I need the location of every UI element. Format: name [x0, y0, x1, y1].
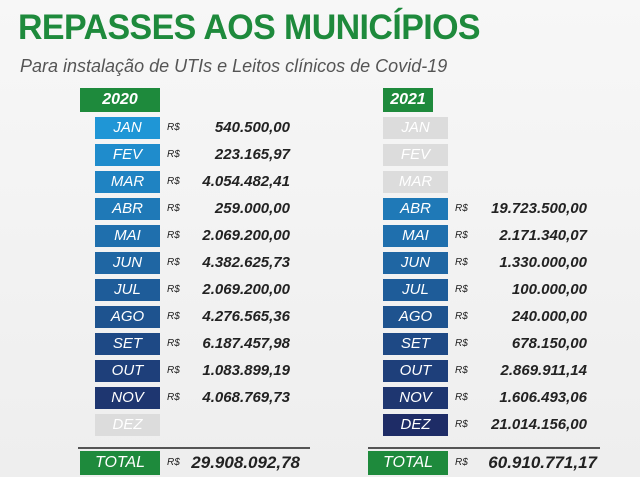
currency: R$	[455, 230, 468, 241]
currency: R$	[455, 311, 468, 322]
currency: R$	[167, 338, 180, 349]
subtitle: Para instalação de UTIs e Leitos clínico…	[20, 56, 448, 76]
month-label: FEV	[383, 144, 448, 166]
currency: R$	[167, 457, 180, 468]
amount: 2.069.200,00	[202, 281, 290, 298]
currency: R$	[455, 284, 468, 295]
amount: 1.606.493,06	[499, 389, 587, 406]
year-header: 2021	[383, 88, 433, 112]
month-label: JUL	[95, 279, 160, 301]
month-label: DEZ	[95, 414, 160, 436]
month-label: SET	[383, 333, 448, 355]
year-header: 2020	[80, 88, 160, 112]
amount: 6.187.457,98	[202, 335, 290, 352]
amount: 223.165,97	[214, 146, 290, 163]
month-label: NOV	[383, 387, 448, 409]
currency: R$	[455, 457, 468, 468]
currency: R$	[167, 176, 180, 187]
month-label: ABR	[383, 198, 448, 220]
amount: 21.014.156,00	[491, 416, 587, 433]
month-label: JAN	[95, 117, 160, 139]
amount: 1.330.000,00	[499, 254, 587, 271]
total-label: TOTAL	[368, 451, 448, 475]
currency: R$	[167, 122, 180, 133]
month-label: AGO	[95, 306, 160, 328]
amount: 4.276.565,36	[202, 308, 290, 325]
currency: R$	[167, 230, 180, 241]
amount: 2.869.911,14	[500, 362, 587, 379]
currency: R$	[455, 419, 468, 430]
amount: 2.171.340,07	[499, 227, 587, 244]
month-label: ABR	[95, 198, 160, 220]
amount: 4.382.625,73	[202, 254, 290, 271]
currency: R$	[167, 257, 180, 268]
currency: R$	[455, 365, 468, 376]
month-label: MAR	[95, 171, 160, 193]
total-label: TOTAL	[80, 451, 160, 475]
amount: 540.500,00	[214, 119, 290, 136]
month-label: MAI	[383, 225, 448, 247]
amount: 259.000,00	[214, 200, 290, 217]
month-label: JUL	[383, 279, 448, 301]
month-label: JUN	[95, 252, 160, 274]
currency: R$	[167, 311, 180, 322]
amount: 4.054.482,41	[202, 173, 290, 190]
currency: R$	[455, 392, 468, 403]
month-label: MAI	[95, 225, 160, 247]
amount: 4.068.769,73	[202, 389, 290, 406]
currency: R$	[167, 365, 180, 376]
month-label: FEV	[95, 144, 160, 166]
currency: R$	[167, 203, 180, 214]
month-label: OUT	[95, 360, 160, 382]
total-amount: 60.910.771,17	[488, 453, 597, 472]
total-rule	[78, 447, 310, 449]
amount: 100.000,00	[511, 281, 587, 298]
amount: 1.083.899,19	[202, 362, 290, 379]
month-label: JUN	[383, 252, 448, 274]
currency: R$	[455, 203, 468, 214]
month-label: OUT	[383, 360, 448, 382]
month-label: NOV	[95, 387, 160, 409]
month-label: DEZ	[383, 414, 448, 436]
amount: 678.150,00	[511, 335, 587, 352]
currency: R$	[167, 284, 180, 295]
currency: R$	[455, 257, 468, 268]
title: REPASSES AOS MUNICÍPIOS	[18, 8, 481, 47]
currency: R$	[167, 392, 180, 403]
currency: R$	[455, 338, 468, 349]
month-label: AGO	[383, 306, 448, 328]
total-rule	[368, 447, 600, 449]
currency: R$	[167, 149, 180, 160]
month-label: JAN	[383, 117, 448, 139]
amount: 2.069.200,00	[202, 227, 290, 244]
amount: 240.000,00	[511, 308, 587, 325]
month-label: SET	[95, 333, 160, 355]
month-label: MAR	[383, 171, 448, 193]
amount: 19.723.500,00	[491, 200, 587, 217]
total-amount: 29.908.092,78	[191, 453, 300, 472]
